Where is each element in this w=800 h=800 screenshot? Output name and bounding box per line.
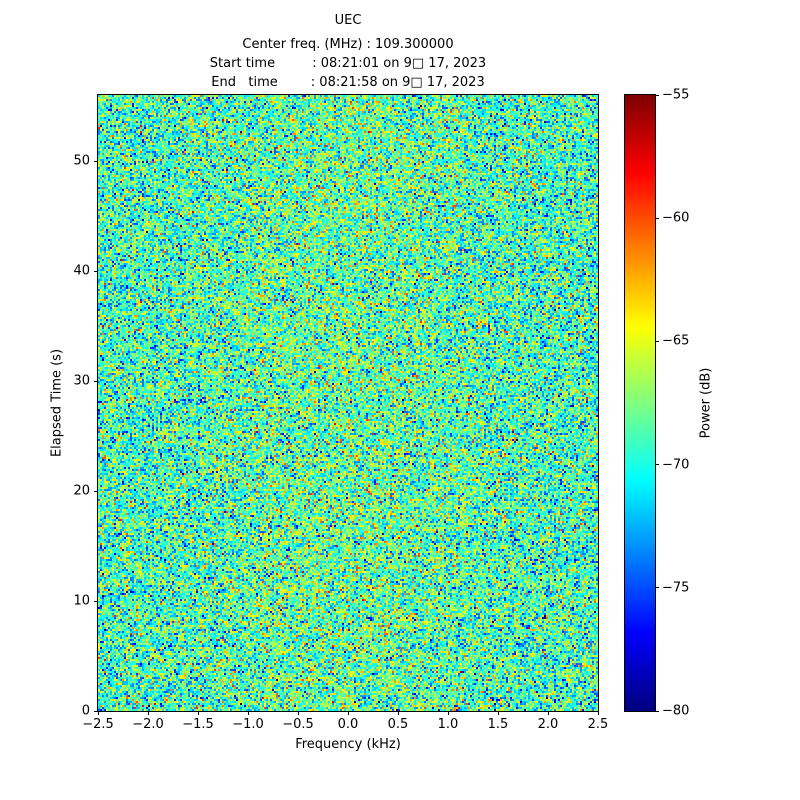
- x-tick-mark: [397, 711, 399, 715]
- y-tick-mark: [94, 600, 98, 602]
- y-tick-label: 20: [73, 483, 90, 499]
- x-tick-label: 1.0: [437, 717, 459, 732]
- x-tick-mark: [247, 711, 249, 715]
- x-tick-mark: [597, 711, 599, 715]
- x-tick-label: −2.0: [132, 717, 164, 732]
- colorbar-tick-label: −55: [662, 87, 690, 103]
- x-tick-mark: [347, 711, 349, 715]
- x-tick-mark: [97, 711, 99, 715]
- x-tick-mark: [447, 711, 449, 715]
- y-tick-mark: [94, 490, 98, 492]
- colorbar-tick-label: −80: [662, 703, 690, 719]
- y-tick-label: 30: [73, 373, 90, 389]
- colorbar-tick-label: −70: [662, 457, 690, 473]
- spectrogram-heatmap: [98, 95, 598, 711]
- colorbar-tick-mark: [655, 217, 659, 219]
- x-tick-label: 0.0: [337, 717, 359, 732]
- colorbar-tick-mark: [655, 464, 659, 466]
- x-tick-label: −2.5: [82, 717, 114, 732]
- y-tick-label: 10: [73, 593, 90, 609]
- x-tick-mark: [297, 711, 299, 715]
- y-tick-mark: [94, 710, 98, 712]
- x-axis-label: Frequency (kHz): [295, 737, 401, 752]
- colorbar: [625, 95, 655, 711]
- end-time-line: End time : 08:21:58 on 9□ 17, 2023: [211, 75, 485, 90]
- center-freq-line: Center freq. (MHz) : 109.300000: [242, 37, 454, 52]
- x-tick-label: 0.5: [387, 717, 409, 732]
- y-tick-label: 40: [73, 263, 90, 279]
- colorbar-tick-mark: [655, 587, 659, 589]
- x-tick-label: −1.5: [182, 717, 214, 732]
- x-tick-label: −1.0: [232, 717, 264, 732]
- x-tick-label: −0.5: [282, 717, 314, 732]
- y-axis-label: Elapsed Time (s): [49, 348, 65, 458]
- x-tick-mark: [197, 711, 199, 715]
- colorbar-tick-mark: [655, 710, 659, 712]
- colorbar-tick-mark: [655, 94, 659, 96]
- y-tick-mark: [94, 270, 98, 272]
- colorbar-label: Power (dB): [698, 367, 714, 439]
- colorbar-tick-mark: [655, 340, 659, 342]
- colorbar-tick-label: −75: [662, 580, 690, 596]
- colorbar-tick-label: −65: [662, 333, 690, 349]
- colorbar-tick-label: −60: [662, 210, 690, 226]
- x-tick-mark: [547, 711, 549, 715]
- y-tick-mark: [94, 380, 98, 382]
- x-tick-label: 2.0: [537, 717, 559, 732]
- x-tick-mark: [497, 711, 499, 715]
- x-tick-label: 1.5: [487, 717, 509, 732]
- x-tick-label: 2.5: [587, 717, 609, 732]
- start-time-line: Start time : 08:21:01 on 9□ 17, 2023: [209, 56, 487, 71]
- y-tick-label: 0: [81, 703, 90, 719]
- y-tick-label: 50: [73, 153, 90, 169]
- x-tick-mark: [147, 711, 149, 715]
- y-tick-mark: [94, 160, 98, 162]
- chart-title: UEC: [334, 13, 362, 28]
